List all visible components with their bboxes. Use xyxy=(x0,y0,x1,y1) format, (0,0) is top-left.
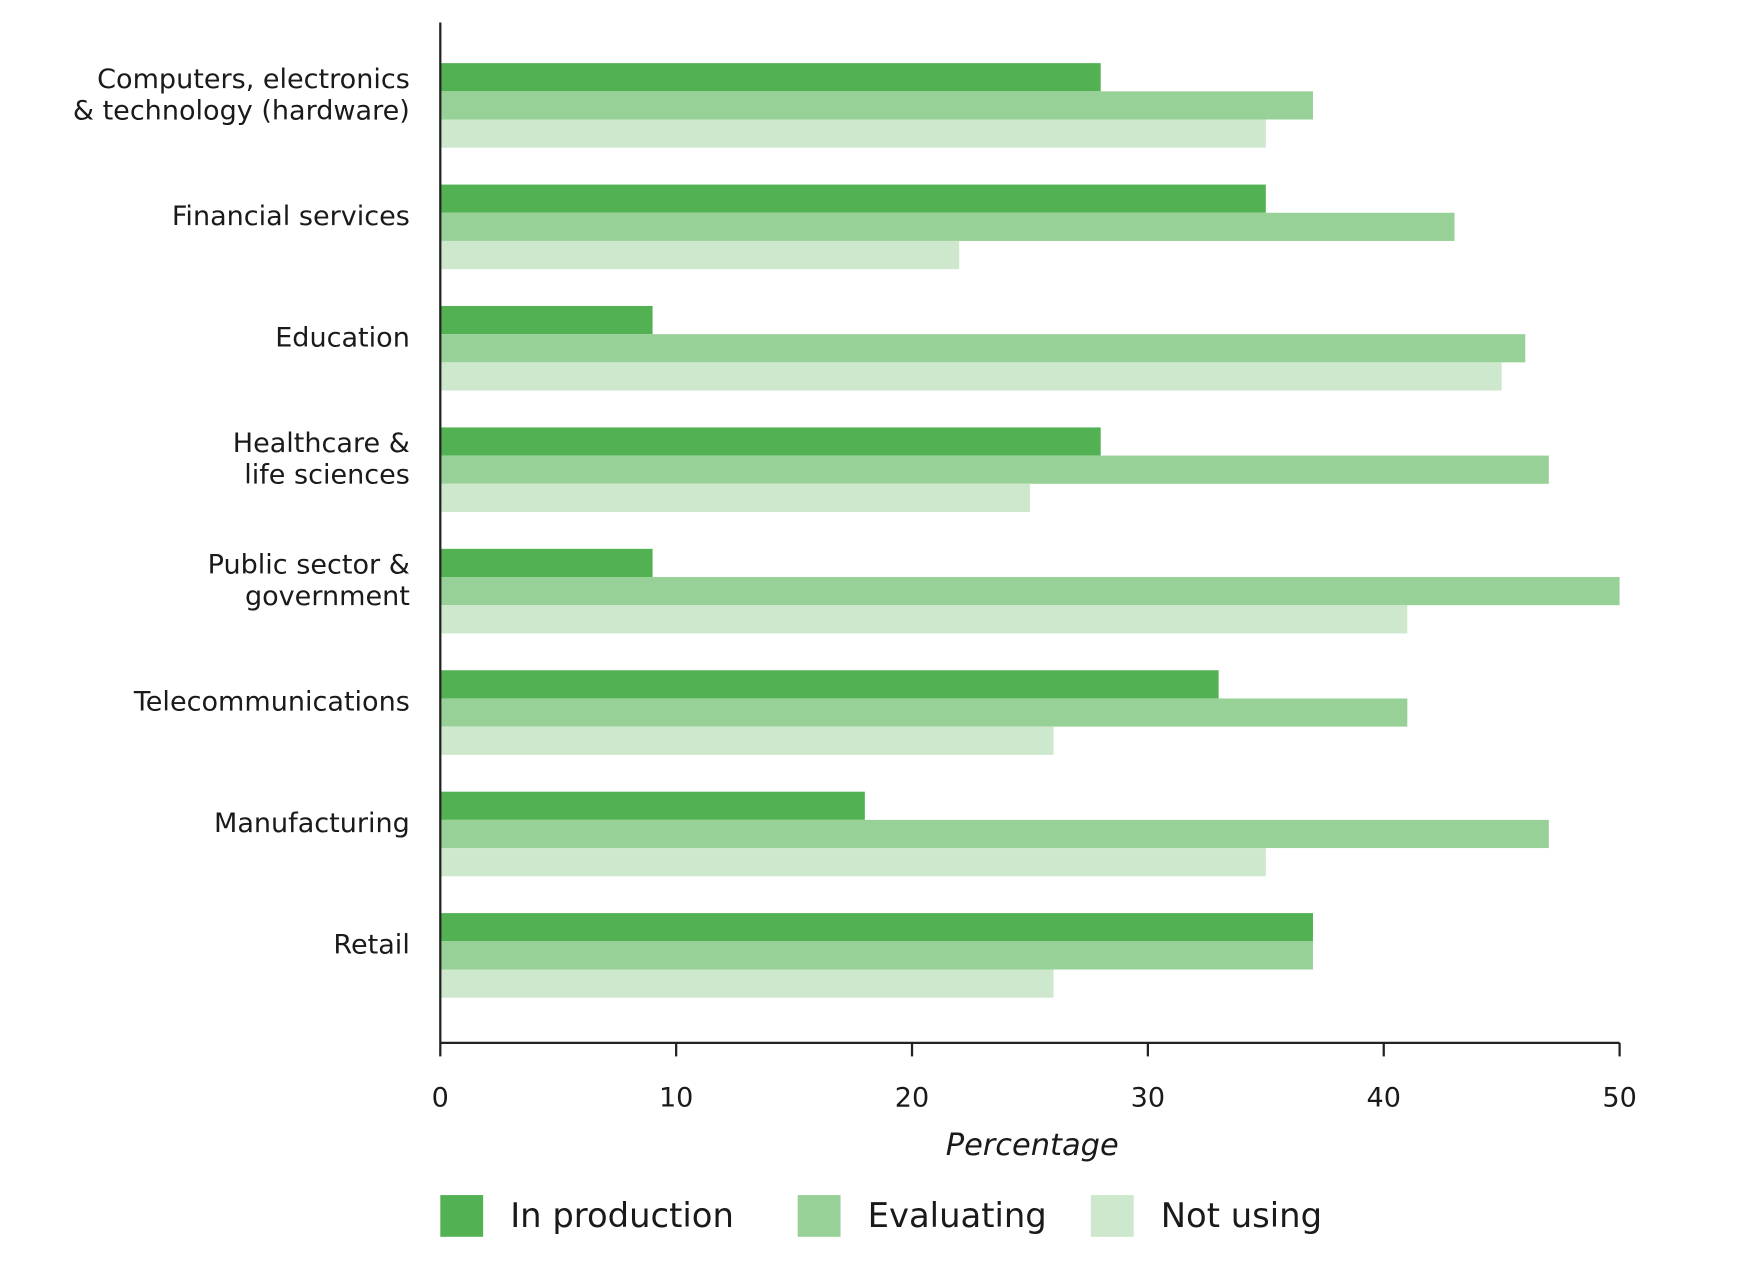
bar xyxy=(440,483,1030,512)
bar xyxy=(440,726,1054,755)
category-label: Healthcare & life sciences xyxy=(233,428,410,491)
bar xyxy=(440,119,1266,148)
bar xyxy=(440,791,865,820)
legend-label: Not using xyxy=(1161,1196,1322,1235)
bar xyxy=(440,63,1101,92)
bar xyxy=(440,848,1266,877)
category-label: Telecommunications xyxy=(133,686,410,717)
x-tick-label: 50 xyxy=(1602,1083,1636,1114)
category-label: Manufacturing xyxy=(214,808,410,839)
bar xyxy=(440,184,1266,213)
legend-label: In production xyxy=(510,1196,734,1235)
legend-swatch xyxy=(1090,1195,1134,1237)
bar xyxy=(440,212,1455,241)
bar xyxy=(440,305,653,335)
bar xyxy=(440,91,1313,120)
bar xyxy=(440,605,1408,634)
x-tick-label: 30 xyxy=(1131,1083,1165,1114)
bar xyxy=(440,969,1054,998)
x-tick-label: 20 xyxy=(895,1083,929,1114)
bar xyxy=(440,941,1313,970)
bar xyxy=(440,819,1549,849)
bar xyxy=(440,240,960,270)
bar xyxy=(440,427,1101,456)
bar xyxy=(440,698,1408,727)
x-axis-label: Percentage xyxy=(946,1128,1119,1163)
legend-label: Evaluating xyxy=(868,1196,1047,1235)
category-label: Computers, electronics & technology (hard… xyxy=(73,63,410,126)
x-tick-label: 0 xyxy=(432,1083,449,1114)
category-label: Financial services xyxy=(172,200,410,231)
legend-swatch xyxy=(440,1195,484,1237)
bar xyxy=(440,455,1549,484)
bar xyxy=(440,913,1313,942)
bar xyxy=(440,548,653,578)
x-tick-label: 10 xyxy=(659,1083,693,1114)
category-label: Education xyxy=(275,322,410,353)
x-tick-label: 40 xyxy=(1367,1083,1401,1114)
bar xyxy=(440,577,1620,606)
bar xyxy=(440,362,1502,391)
bar xyxy=(440,334,1526,363)
bar xyxy=(440,670,1219,699)
category-label: Public sector & government xyxy=(208,549,410,612)
category-label: Retail xyxy=(333,929,409,960)
legend-swatch xyxy=(797,1195,841,1237)
